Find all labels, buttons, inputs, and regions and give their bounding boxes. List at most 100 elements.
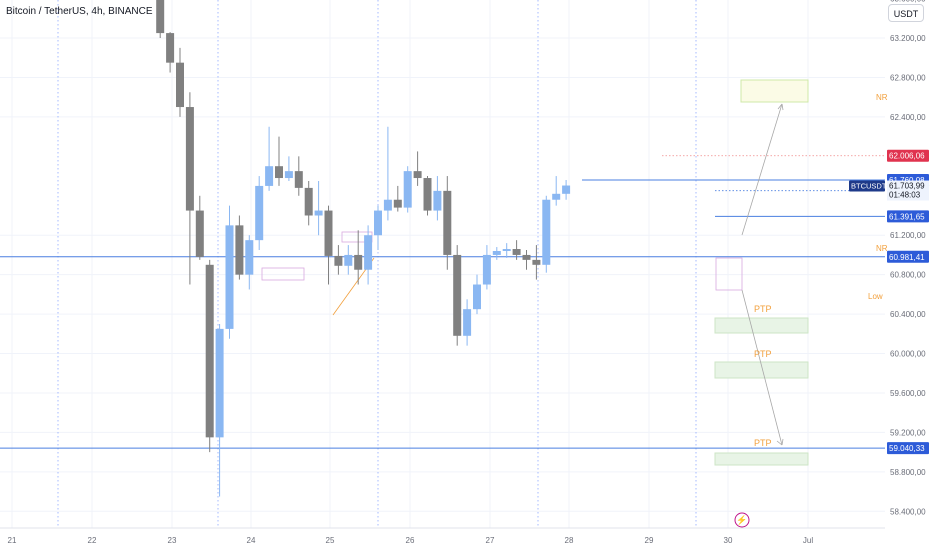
candle-body xyxy=(393,199,402,208)
x-tick-label: 27 xyxy=(486,536,495,545)
price-tags: 64.638,8764.589,6364.316,2064.032,8162.0… xyxy=(849,149,929,455)
arrow-head xyxy=(776,438,784,446)
x-tick-label: 29 xyxy=(645,536,654,545)
horizontal-lines xyxy=(0,155,885,449)
candle-body xyxy=(294,171,303,188)
price-tag xyxy=(887,210,929,223)
price-tag-label: 61.760,08 xyxy=(889,176,925,185)
candle-body xyxy=(284,171,293,179)
ptp-box xyxy=(714,452,809,466)
lightning-glyph: ⚡ xyxy=(736,514,747,526)
candle-body xyxy=(443,190,452,255)
y-tick-label: 63.600,00 xyxy=(890,0,926,4)
price-tag xyxy=(887,442,929,455)
candle-body xyxy=(552,193,561,200)
y-tick-label: 62.400,00 xyxy=(890,113,926,122)
candle-body xyxy=(215,328,224,438)
candle-body xyxy=(492,250,501,255)
annotation-label: NR xyxy=(876,93,888,102)
fvg-box xyxy=(261,267,305,281)
annotation-label: PTP xyxy=(754,438,772,448)
candle-body xyxy=(344,254,353,266)
candle-body xyxy=(176,62,184,108)
drawings: NR NR Low PTP PTP PTP xyxy=(261,79,888,466)
x-tick-label: 26 xyxy=(406,536,415,545)
current-price-label: 61.703,99 xyxy=(889,182,925,191)
candle-body xyxy=(185,107,194,211)
y-tick-label: 60.800,00 xyxy=(890,271,926,280)
x-tick-label: Jul xyxy=(803,536,813,545)
candle-body xyxy=(195,210,204,257)
candle-body xyxy=(255,185,264,241)
x-tick-label: 28 xyxy=(565,536,574,545)
candle-body xyxy=(562,185,571,194)
candle-body xyxy=(383,199,392,211)
projection-arrow xyxy=(741,103,783,236)
y-tick-label: 58.400,00 xyxy=(890,507,926,516)
countdown-label: 01:48:03 xyxy=(889,191,921,200)
candle-body xyxy=(522,254,531,260)
candle-body xyxy=(156,0,165,34)
price-tag xyxy=(887,149,929,162)
candle-body xyxy=(364,235,373,270)
candle-body xyxy=(413,171,422,179)
y-tick-label: 60.400,00 xyxy=(890,310,926,319)
candle-body xyxy=(334,255,343,266)
y-tick-label: 61.200,00 xyxy=(890,231,926,240)
x-tick-label: 25 xyxy=(326,536,335,545)
y-tick-label: 59.600,00 xyxy=(890,389,926,398)
candle-body xyxy=(463,309,472,336)
annotation-label: PTP xyxy=(754,304,772,314)
candle-body xyxy=(542,199,551,265)
candle-body xyxy=(324,210,333,256)
y-tick-label: 62.800,00 xyxy=(890,73,926,82)
symbol-tag xyxy=(849,180,885,192)
candle-body xyxy=(512,249,521,255)
ptp-box xyxy=(714,317,809,334)
price-tag-label: 61.391,65 xyxy=(889,212,925,221)
y-tick-label: 60.000,00 xyxy=(890,350,926,359)
candle-body xyxy=(433,190,442,211)
price-tag-label: 60.981,41 xyxy=(889,253,925,262)
x-tick-label: 24 xyxy=(247,536,256,545)
grid xyxy=(0,0,885,528)
candle-body xyxy=(314,210,323,216)
candles xyxy=(156,0,571,497)
price-tag-label: 62.006,06 xyxy=(889,152,925,161)
chart-title: Bitcoin / TetherUS, 4h, BINANCE xyxy=(6,6,153,17)
price-axis[interactable]: 58.400,00 58.800,00 59.200,00 59.600,00 60.0… xyxy=(890,0,926,516)
currency-button[interactable]: USDT xyxy=(888,4,924,22)
symbol-tag-label: BTCUSDT xyxy=(851,182,887,191)
x-tick-label: 22 xyxy=(88,536,97,545)
candle-body xyxy=(205,264,214,438)
candle-body xyxy=(166,33,175,63)
annotation-label: PTP xyxy=(754,349,772,359)
candle-body xyxy=(374,210,382,236)
candle-body xyxy=(265,166,274,186)
x-tick-label: 30 xyxy=(724,536,733,545)
x-tick-label: 23 xyxy=(168,536,177,545)
candle-body xyxy=(235,225,244,275)
y-tick-label: 59.200,00 xyxy=(890,428,926,437)
candle-body xyxy=(304,187,313,216)
time-axis[interactable]: 21 22 23 24 25 26 27 28 29 30 Jul ⚡ xyxy=(0,512,885,545)
candle-body xyxy=(354,254,363,270)
nr-box xyxy=(740,79,809,103)
current-price-tag xyxy=(887,180,929,201)
candle-body xyxy=(423,178,432,211)
y-tick-label: 63.200,00 xyxy=(890,34,926,43)
ptp-box xyxy=(714,361,809,379)
price-tag-label: 59.040,33 xyxy=(889,444,925,453)
candle-body xyxy=(225,225,234,329)
candle-body xyxy=(275,166,283,179)
fvg-box xyxy=(715,257,743,291)
candle-body xyxy=(532,259,541,265)
annotation-label: Low xyxy=(868,292,883,301)
annotation-label: NR xyxy=(876,244,888,253)
y-tick-label: 58.800,00 xyxy=(890,468,926,477)
lightning-event-icon xyxy=(734,512,750,528)
projection-arrow xyxy=(741,289,783,446)
candle-body xyxy=(403,171,412,208)
